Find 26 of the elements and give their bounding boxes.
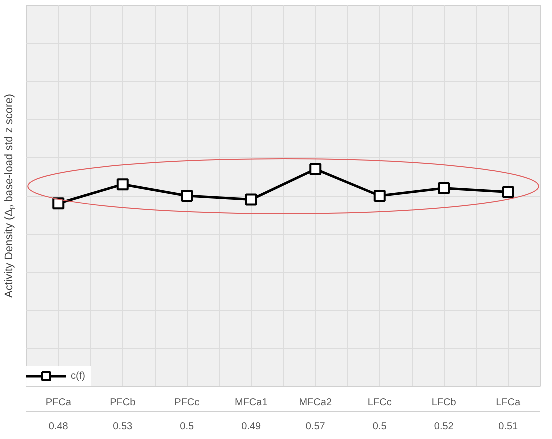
legend-label: c(f) xyxy=(71,370,86,382)
point xyxy=(116,178,129,191)
x-tick-label: PFCa xyxy=(46,398,72,408)
x-tick-label: MFCa2 xyxy=(299,398,332,408)
x-tick-label: LFCb xyxy=(432,398,457,408)
point xyxy=(181,190,194,202)
x-tick-label: LFCa xyxy=(496,398,522,408)
data-label: 0.5 xyxy=(372,422,388,432)
data-label: 0.5 xyxy=(180,422,195,432)
point xyxy=(502,186,514,198)
y-axis-title: Activity Density (Δₚ base-load std z score) xyxy=(4,94,16,298)
point xyxy=(310,163,322,176)
point xyxy=(245,194,258,206)
x-tick-label: PFCb xyxy=(110,398,136,408)
data-label: 0.51 xyxy=(498,422,519,432)
point xyxy=(374,190,386,202)
data-label: 0.57 xyxy=(306,422,326,432)
point xyxy=(52,198,65,210)
x-tick-label: MFCa1 xyxy=(234,398,268,408)
data-label: 0.48 xyxy=(48,422,69,432)
x-tick-label: LFCc xyxy=(368,398,392,408)
data-label: 0.49 xyxy=(242,422,262,432)
x-tick-label: PFCc xyxy=(174,398,200,408)
data-label: 0.52 xyxy=(434,422,454,432)
data-label: 0.53 xyxy=(113,422,134,432)
point xyxy=(438,182,450,194)
